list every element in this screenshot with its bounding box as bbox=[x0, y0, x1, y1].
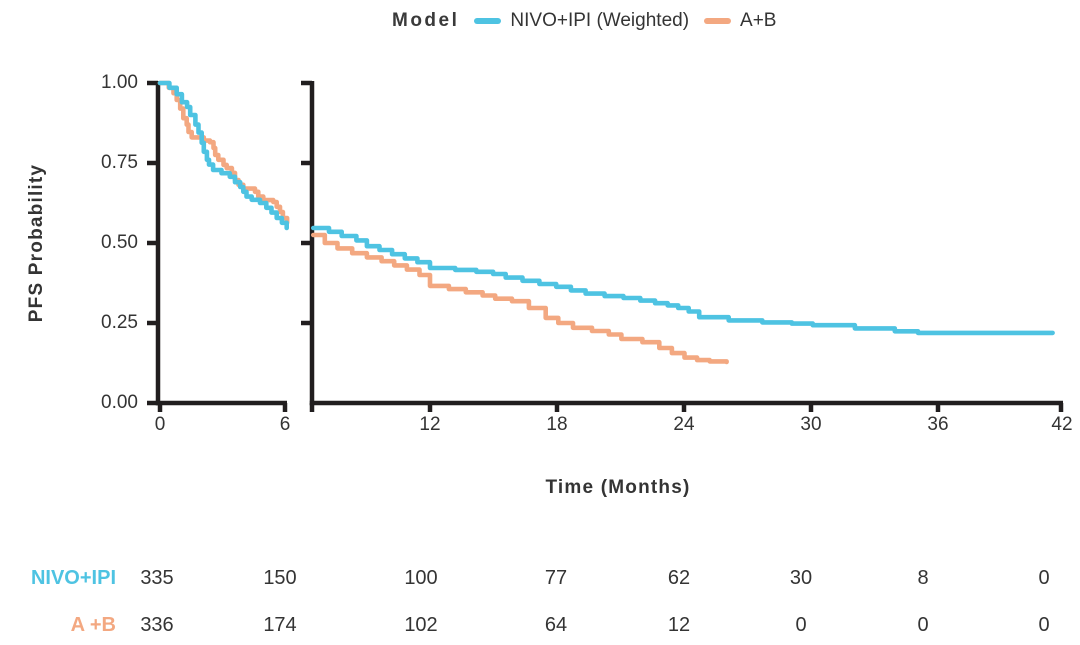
x-tick-label-30: 30 bbox=[800, 414, 822, 435]
km-curve-a-b-right_panel bbox=[311, 232, 729, 365]
risk-value: 100 bbox=[404, 567, 438, 589]
y-tick-label-1.00: 1.00 bbox=[101, 72, 138, 93]
risk-row-label-ab: A +B bbox=[70, 614, 116, 636]
ab-line-swatch-icon bbox=[704, 18, 732, 24]
legend-item-nivo-ipi: NIVO+IPI (Weighted) bbox=[474, 10, 689, 32]
x-tick-label-6: 6 bbox=[279, 414, 291, 435]
risk-value: 102 bbox=[404, 614, 438, 636]
risk-table-row-nivo-ipi: NIVO+IPI 335 150 100 77 62 30 8 0 bbox=[0, 566, 1080, 590]
risk-row-label-nivo-ipi: NIVO+IPI bbox=[30, 567, 116, 589]
km-curve-nivo-ipi-weighted--left_panel bbox=[157, 80, 289, 231]
risk-value: 335 bbox=[140, 567, 174, 589]
risk-value: 12 bbox=[667, 614, 691, 636]
legend-label-ab: A+B bbox=[740, 10, 777, 31]
y-tick-label-0.00: 0.00 bbox=[101, 392, 138, 413]
x-tick-label-0: 0 bbox=[154, 414, 166, 435]
y-tick-label-0.50: 0.50 bbox=[101, 232, 138, 253]
risk-value: 30 bbox=[789, 567, 813, 589]
risk-value: 62 bbox=[667, 567, 691, 589]
risk-value: 0 bbox=[1038, 614, 1050, 636]
risk-value: 174 bbox=[263, 614, 297, 636]
nivo-ipi-line-swatch-icon bbox=[474, 18, 502, 24]
km-curves bbox=[157, 80, 1055, 365]
risk-value: 64 bbox=[544, 614, 568, 636]
risk-value: 150 bbox=[263, 567, 297, 589]
x-tick-label-24: 24 bbox=[673, 414, 695, 435]
x-tick-label-12: 12 bbox=[419, 414, 441, 435]
legend-item-ab: A+B bbox=[704, 10, 776, 32]
km-curve-nivo-ipi-weighted--right_panel bbox=[311, 225, 1055, 336]
x-tick-label-42: 42 bbox=[1051, 414, 1073, 435]
km-curve-a-b-left_panel bbox=[157, 80, 290, 226]
risk-value: 77 bbox=[544, 567, 568, 589]
risk-value: 8 bbox=[917, 567, 929, 589]
risk-value: 0 bbox=[1038, 567, 1050, 589]
legend-label-nivo-ipi: NIVO+IPI (Weighted) bbox=[510, 10, 690, 31]
risk-value: 336 bbox=[140, 614, 174, 636]
y-tick-label-0.25: 0.25 bbox=[101, 312, 138, 333]
legend: Model NIVO+IPI (Weighted) A+B bbox=[392, 10, 776, 32]
x-tick-label-36: 36 bbox=[927, 414, 949, 435]
risk-value: 0 bbox=[917, 614, 929, 636]
legend-title: Model bbox=[392, 10, 460, 31]
risk-table-row-ab: A +B 336 174 102 64 12 0 0 0 bbox=[0, 613, 1080, 637]
x-tick-label-18: 18 bbox=[546, 414, 568, 435]
risk-value: 0 bbox=[795, 614, 807, 636]
y-tick-label-0.75: 0.75 bbox=[101, 152, 138, 173]
x-axis-title: Time (Months) bbox=[545, 477, 691, 498]
axes bbox=[147, 80, 1064, 412]
